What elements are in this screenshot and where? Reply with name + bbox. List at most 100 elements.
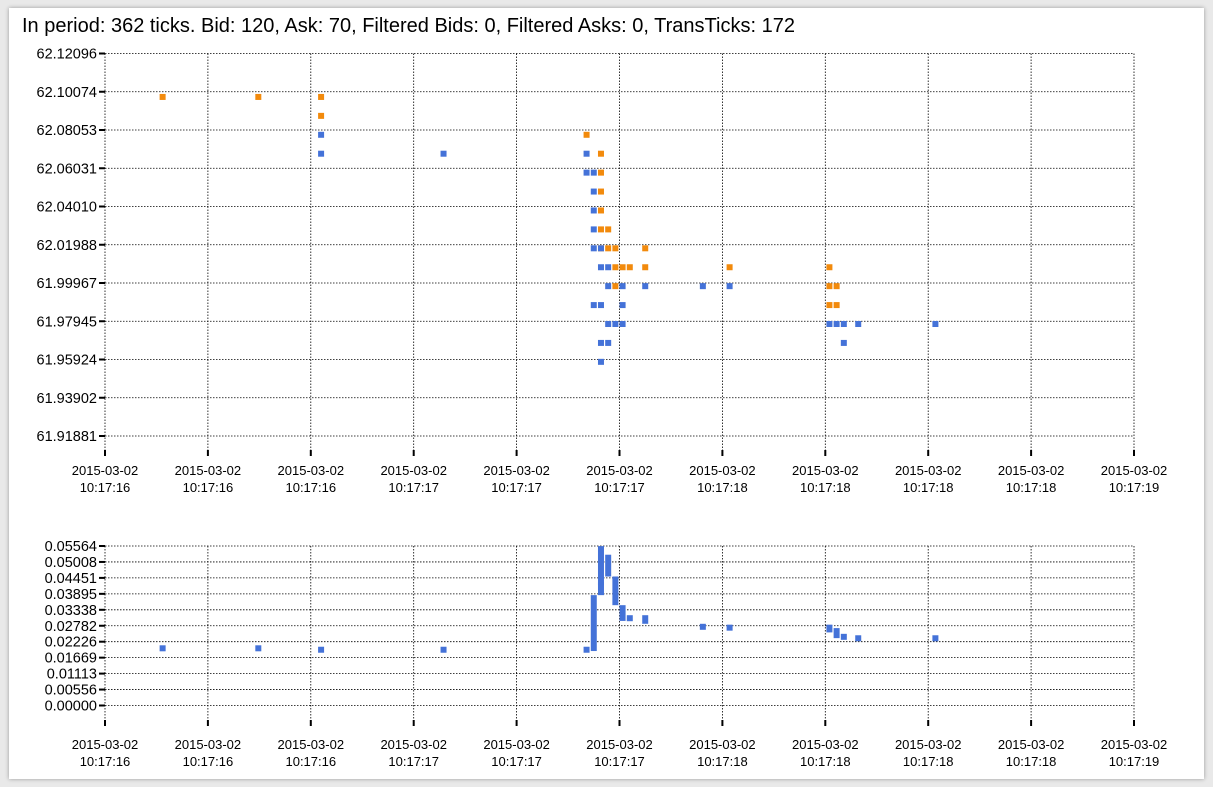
y-tick-label: 0.00556 [45, 683, 97, 699]
y-tick-label: 61.93902 [37, 391, 97, 407]
bid-tick-point [583, 169, 590, 176]
y-tick-label: 0.00000 [45, 699, 97, 715]
bid-tick-point [590, 245, 597, 252]
x-tick-label-date: 2015-03-02 [72, 463, 139, 478]
spread-bar [612, 576, 619, 606]
x-tick-label-date: 2015-03-02 [895, 463, 962, 478]
x-tick-label-time: 10:17:16 [183, 480, 234, 495]
x-tick-label-time: 10:17:16 [80, 754, 131, 769]
spread-bar [726, 624, 733, 631]
bid-tick-point [605, 339, 612, 346]
x-tick-label-time: 10:17:18 [800, 754, 851, 769]
spread-bar [605, 554, 612, 577]
bid-tick-point [590, 207, 597, 214]
spread-bar [597, 582, 604, 596]
bid-tick-point [318, 150, 325, 157]
x-tick-label-date: 2015-03-02 [278, 463, 345, 478]
bid-tick-point [590, 226, 597, 233]
ask-tick-point [642, 264, 649, 271]
ask-tick-point [612, 264, 619, 271]
y-tick-label: 62.10074 [37, 85, 97, 101]
y-tick-label: 61.91881 [37, 429, 97, 445]
y-tick-label: 61.97945 [37, 314, 97, 330]
ask-tick-point [597, 150, 604, 157]
spread-bar [833, 628, 840, 639]
x-tick-label-time: 10:17:16 [80, 480, 131, 495]
x-tick-label-date: 2015-03-02 [998, 737, 1065, 752]
x-tick-label-time: 10:17:18 [697, 480, 748, 495]
y-tick-label: 0.01113 [47, 667, 97, 683]
bid-tick-point [855, 321, 862, 328]
x-tick-label-time: 10:17:17 [388, 480, 439, 495]
bid-tick-point [840, 339, 847, 346]
bid-tick-point [699, 283, 706, 290]
x-tick-label-date: 2015-03-02 [175, 737, 242, 752]
x-tick-label-time: 10:17:17 [594, 480, 645, 495]
spread-bar [855, 635, 862, 642]
x-tick-label-time: 10:17:18 [697, 754, 748, 769]
spread-bar [597, 546, 604, 586]
ask-tick-point [642, 245, 649, 252]
ask-tick-point [318, 93, 325, 100]
x-tick-label-time: 10:17:17 [491, 754, 542, 769]
x-tick-label-time: 10:17:18 [1006, 754, 1057, 769]
spread-bar [440, 646, 447, 653]
spread-bar-chart: 0.055640.050080.044510.038950.033380.027… [45, 539, 1168, 769]
bid-tick-point [726, 283, 733, 290]
bid-tick-point [590, 169, 597, 176]
ask-tick-point [619, 264, 626, 271]
x-tick-label-time: 10:17:17 [491, 480, 542, 495]
ask-tick-point [833, 302, 840, 309]
x-tick-label-time: 10:17:18 [903, 754, 954, 769]
ask-tick-point [597, 188, 604, 195]
y-tick-label: 0.02782 [45, 619, 97, 635]
bid-tick-point [583, 150, 590, 157]
ask-tick-point [726, 264, 733, 271]
x-tick-label-date: 2015-03-02 [380, 463, 447, 478]
bid-tick-point [597, 245, 604, 252]
spread-bar [699, 623, 706, 630]
ask-tick-point [605, 226, 612, 233]
y-tick-label: 61.99967 [37, 276, 97, 292]
ask-tick-point [833, 283, 840, 290]
ask-tick-point [597, 169, 604, 176]
spread-bar [826, 624, 833, 633]
x-tick-label-date: 2015-03-02 [278, 737, 345, 752]
bid-tick-point [826, 321, 833, 328]
bid-tick-point [440, 150, 447, 157]
x-tick-label-date: 2015-03-02 [1101, 463, 1168, 478]
y-tick-label: 62.12096 [37, 47, 97, 63]
y-tick-label: 0.05008 [45, 555, 97, 571]
x-tick-label-time: 10:17:19 [1109, 480, 1160, 495]
bid-tick-point [932, 321, 939, 328]
x-tick-label-time: 10:17:18 [903, 480, 954, 495]
spread-bar [642, 615, 649, 624]
y-tick-label: 62.04010 [37, 200, 97, 216]
bid-tick-point [612, 321, 619, 328]
bid-tick-point [840, 321, 847, 328]
x-tick-label-date: 2015-03-02 [72, 737, 139, 752]
x-tick-label-date: 2015-03-02 [895, 737, 962, 752]
bid-tick-point [590, 302, 597, 309]
ask-tick-point [605, 245, 612, 252]
bid-tick-point [619, 283, 626, 290]
bid-tick-point [605, 264, 612, 271]
x-tick-label-date: 2015-03-02 [586, 737, 653, 752]
bid-tick-point [642, 283, 649, 290]
x-tick-label-time: 10:17:17 [594, 754, 645, 769]
chart-frame: In period: 362 ticks. Bid: 120, Ask: 70,… [9, 8, 1204, 779]
x-tick-label-date: 2015-03-02 [792, 737, 859, 752]
y-tick-label: 0.03895 [45, 587, 97, 603]
bid-tick-point [597, 264, 604, 271]
bid-tick-point [605, 321, 612, 328]
bid-tick-point [597, 339, 604, 346]
ask-tick-point [583, 131, 590, 138]
x-tick-label-time: 10:17:16 [183, 754, 234, 769]
x-tick-label-date: 2015-03-02 [1101, 737, 1168, 752]
spread-bar [159, 645, 166, 652]
y-tick-label: 61.95924 [37, 353, 97, 369]
x-tick-label-time: 10:17:16 [285, 754, 336, 769]
y-tick-label: 0.03338 [45, 603, 97, 619]
x-tick-label-date: 2015-03-02 [483, 463, 550, 478]
ask-tick-point [159, 93, 166, 100]
